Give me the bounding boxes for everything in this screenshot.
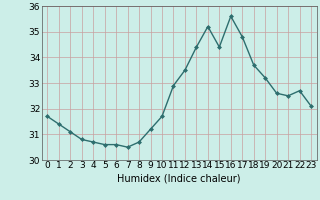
X-axis label: Humidex (Indice chaleur): Humidex (Indice chaleur)	[117, 173, 241, 183]
